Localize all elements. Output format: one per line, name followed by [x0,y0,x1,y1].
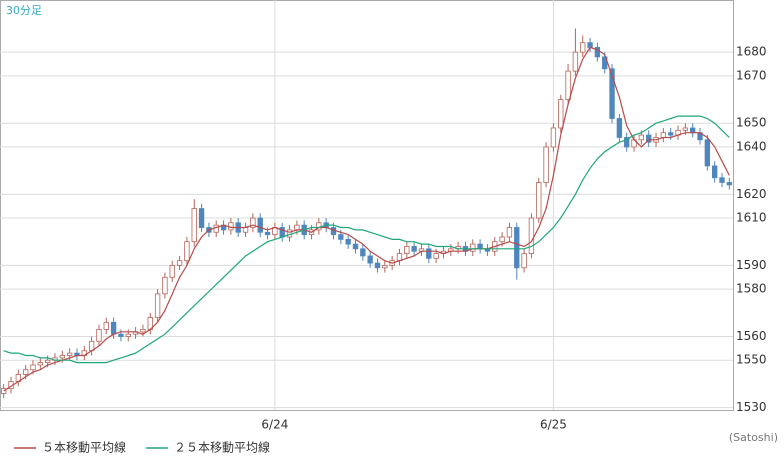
y-tick-label: 1580 [736,282,767,296]
moving-average-line [3,46,730,392]
candle-body [514,227,520,269]
candle-body [543,146,549,183]
candle-body [580,42,586,53]
candle-body [470,243,476,252]
y-tick-label: 1550 [736,353,767,367]
candle-body [286,229,293,238]
candle-body [154,293,161,318]
candle-body [624,137,630,148]
legend-label: ２５本移動平均線 [174,440,270,455]
y-tick-label: 1560 [736,329,767,343]
candle-body [411,246,417,252]
candle-body [338,234,344,240]
y-tick-label: 1670 [736,68,767,82]
candle-body [704,139,711,167]
candle-body [213,224,219,233]
candle-body [169,265,175,278]
candle-body [140,329,146,333]
y-tick-label: 1610 [736,211,767,225]
candle-body [37,362,43,366]
candle-body [477,243,483,250]
candle-body [103,321,109,330]
moving-average-line [3,115,730,364]
candle-body [176,260,183,266]
candle-body [594,46,601,58]
candle-body [184,241,190,262]
candle-body [550,127,557,148]
candle-body [330,227,337,236]
plot-frame [0,0,734,411]
candle-body [264,231,271,236]
candle-body [294,224,300,231]
candle-body [690,127,696,134]
candle-body [521,253,527,269]
candle-body [352,243,359,250]
candle-body [558,99,564,129]
credit: (Satoshi) [729,431,778,444]
y-tick-label: 1530 [736,400,767,414]
x-tick-label: 6/24 [261,418,288,432]
y-tick-label: 1640 [736,139,767,153]
candle-body [228,222,234,231]
candle-body [110,321,117,335]
candle-body [96,329,102,342]
candle-body [499,236,505,243]
candle-body [668,132,674,136]
y-tick-label: 1680 [736,45,767,59]
candle-body [536,182,542,219]
candle-body [660,132,667,138]
candle-body [345,238,351,245]
candle-body [726,182,733,186]
candle-body [712,165,718,179]
candle-body [404,246,410,254]
candle-body [719,177,725,183]
legend-label: ５本移動平均線 [42,440,126,455]
candle-body [374,262,381,269]
candle-body [257,217,263,233]
y-tick-label: 1650 [736,116,767,130]
candle-body [118,333,124,337]
candle-body [198,208,205,228]
candle-body [162,276,168,295]
candle-body [66,352,73,356]
candle-body [572,51,579,72]
candle-body [616,118,623,138]
candle-body [587,42,593,48]
candle-body [433,253,439,259]
candle-body [646,134,652,143]
candle-body [682,127,689,131]
candle-body [565,70,571,100]
x-tick-label: 6/25 [540,418,567,432]
candle-body [367,255,373,264]
candle-body [30,364,36,371]
candle-body [59,355,65,359]
y-tick-label: 1590 [736,258,767,272]
candle-body [250,217,256,228]
candle-body [382,265,388,269]
candle-body [44,359,51,364]
candle-body [506,227,513,238]
candle-body [360,248,366,257]
candle-body [609,68,615,119]
candle-body [0,388,7,394]
candle-body [426,248,432,259]
candle-body [242,227,249,233]
y-tick-label: 1620 [736,187,767,201]
candle-body [638,134,645,141]
candle-body [528,217,535,254]
chart-title: 30分足 [6,4,42,17]
candle-body [125,333,131,337]
candle-body [191,208,197,243]
candle-body [22,369,29,375]
